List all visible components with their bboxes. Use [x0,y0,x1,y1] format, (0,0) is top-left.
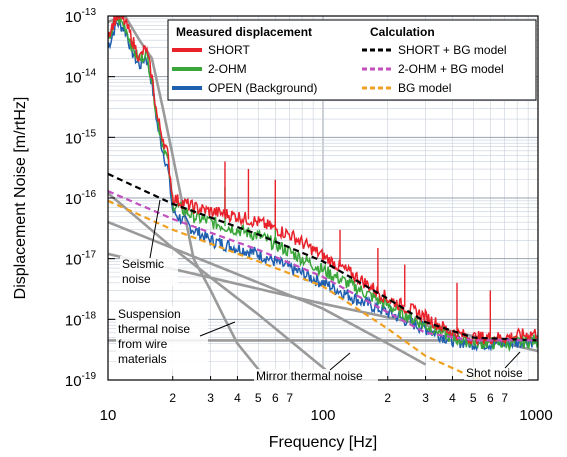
annotation-suspension-line4: materials [118,352,167,366]
legend: Measured displacement Calculation SHORT … [167,19,537,101]
calc-line-bg-model [108,199,493,380]
annotation-mirror: Mirror thermal noise [256,369,363,383]
y-tick-label: 10-19 [65,371,97,390]
annotation-shot: Shot noise [466,366,523,380]
annotation-suspension-line1: Suspension [118,307,181,321]
x-tick-label-minor: 6 [272,391,279,405]
annotation-shot-bg [464,366,528,380]
legend-label-2ohm-bg: 2-OHM + BG model [398,62,504,76]
y-axis-label: Displacement Noise [m/rtHz] [12,97,29,300]
y-tick-label: 10-16 [65,189,97,208]
y-tick-label: 10-13 [65,7,97,26]
legend-label-2ohm: 2-OHM [208,62,247,76]
x-tick-label-minor: 6 [487,391,494,405]
annotation-suspension-bg [116,306,208,370]
x-tick-label-minor: 3 [422,391,429,405]
y-tick-label: 10-17 [65,250,97,269]
x-tick-label-minor: 7 [286,391,293,405]
x-tick-label-minor: 2 [169,391,176,405]
y-tick-label: 10-18 [65,310,97,329]
y-tick-label: 10-14 [65,68,97,87]
annotation-mirror-arrow [329,352,351,371]
calc-line-2-ohm-bg-model [108,190,538,342]
annotation-seismic-arrow [149,199,161,259]
annotation-seismic-line2: noise [122,272,151,286]
legend-label-short: SHORT [208,43,250,57]
annotation-seismic-line1: Seismic [122,257,164,271]
annotation-suspension-arrow [199,321,236,337]
legend-title-measured: Measured displacement [176,25,312,39]
annotations: Seismic noise Suspension thermal noise f… [116,199,528,383]
curves [108,16,538,380]
y-tick-label: 10-15 [65,128,97,147]
model-line-wire [108,220,427,366]
annotation-shot-arrow [504,351,521,369]
annotation-seismic-bg [120,256,178,286]
calc-line-short-bg-model [108,172,538,342]
legend-title-calculation: Calculation [370,25,435,39]
annotation-mirror-bg [254,369,378,383]
x-tick-label-minor: 5 [470,391,477,405]
legend-label-bg-model: BG model [398,81,451,95]
legend-box [167,19,537,101]
annotation-suspension-line3: from wire [118,337,168,351]
x-tick-label-minor: 3 [207,391,214,405]
x-tick-label-minor: 2 [384,391,391,405]
x-axis-label: Frequency [Hz] [269,434,377,451]
x-tick-label-major: 100 [310,407,335,424]
legend-label-short-bg: SHORT + BG model [398,43,507,57]
legend-label-open: OPEN (Background) [208,81,317,95]
x-tick-label-major: 1000 [519,407,552,424]
x-tick-label-minor: 4 [449,391,456,405]
annotation-suspension-line2: thermal noise [118,322,190,336]
x-tick-label-major: 10 [100,407,117,424]
x-tick-label-minor: 5 [255,391,262,405]
x-tick-label-minor: 4 [234,391,241,405]
x-tick-label-minor: 7 [501,391,508,405]
